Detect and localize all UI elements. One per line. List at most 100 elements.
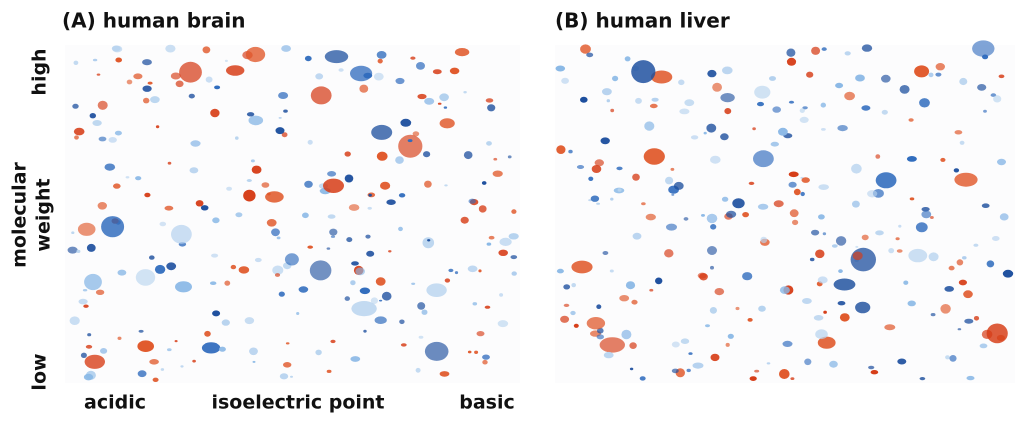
protein-spot [278, 291, 285, 297]
protein-spot [344, 174, 354, 183]
protein-spot [649, 103, 658, 109]
panel-title: (B) human liver [555, 9, 730, 33]
protein-spot [379, 299, 383, 302]
protein-spot [359, 287, 371, 295]
protein-spot [338, 68, 344, 72]
protein-spot [851, 163, 862, 174]
protein-spot [80, 352, 87, 358]
protein-spot [245, 46, 266, 63]
protein-spot [200, 205, 209, 211]
protein-spot [407, 139, 413, 143]
protein-spot [426, 283, 447, 298]
protein-spot [377, 58, 383, 64]
protein-spot [954, 130, 963, 135]
protein-spot [125, 176, 130, 179]
protein-spot [73, 127, 85, 136]
protein-spot [732, 198, 745, 209]
protein-spot [365, 234, 371, 239]
protein-spot [788, 181, 797, 188]
protein-spot [1002, 269, 1014, 278]
protein-spot [573, 323, 579, 328]
protein-spot [909, 197, 915, 201]
protein-spot [930, 313, 936, 317]
protein-spot [174, 340, 178, 343]
protein-spot [179, 61, 202, 83]
protein-spot [629, 367, 634, 371]
protein-spot [463, 151, 473, 160]
protein-spot [142, 85, 152, 92]
protein-spot [348, 204, 360, 211]
protein-spot [888, 248, 895, 254]
protein-spot [76, 249, 81, 253]
protein-spot [609, 269, 614, 273]
protein-spot [175, 80, 184, 88]
protein-spot [85, 370, 96, 380]
protein-spot [580, 96, 588, 103]
protein-spot [906, 156, 917, 162]
protein-spot [769, 76, 776, 81]
protein-spot [202, 46, 211, 54]
protein-spot [621, 329, 632, 340]
protein-spot [818, 214, 825, 220]
protein-spot [89, 113, 97, 119]
protein-spot [962, 256, 967, 260]
protein-spot [643, 148, 665, 165]
protein-spot [986, 323, 1008, 344]
protein-spot [493, 157, 498, 161]
protein-spot [778, 127, 788, 136]
protein-spot [350, 65, 373, 82]
protein-spot [274, 273, 281, 277]
protein-spot [344, 151, 351, 157]
protein-spot [707, 246, 717, 255]
protein-spot [815, 329, 828, 340]
protein-spot [449, 67, 460, 75]
protein-spot [424, 97, 435, 105]
protein-spot [92, 120, 102, 126]
protein-spot [852, 200, 860, 208]
protein-spot [973, 243, 979, 247]
protein-spot [561, 77, 569, 84]
protein-spot [149, 359, 159, 365]
protein-spot [875, 154, 881, 159]
protein-spot [588, 176, 594, 181]
protein-spot [278, 92, 289, 99]
protein-spot [218, 346, 226, 352]
protein-spot [999, 213, 1009, 221]
protein-spot [641, 202, 646, 206]
protein-spot [833, 278, 856, 291]
protein-spot [602, 251, 609, 255]
protein-spot [246, 112, 255, 117]
protein-spot [629, 342, 637, 349]
y-axis-low: low [29, 353, 51, 390]
protein-spot [770, 141, 779, 147]
protein-spot [983, 109, 987, 113]
protein-spot [271, 228, 280, 237]
protein-spot [590, 195, 600, 202]
protein-spot [972, 40, 995, 57]
protein-spot [666, 223, 677, 231]
protein-spot [709, 307, 718, 314]
protein-spot [159, 221, 167, 227]
protein-spot [966, 375, 975, 381]
protein-spot [350, 280, 356, 286]
protein-spot [117, 336, 122, 340]
protein-spot [790, 377, 795, 380]
protein-spot [855, 301, 871, 314]
protein-spot [400, 343, 407, 347]
protein-spot [482, 354, 490, 360]
protein-spot [563, 284, 571, 290]
protein-spot [837, 301, 846, 306]
protein-spot [766, 362, 771, 365]
protein-spot [427, 239, 431, 242]
protein-spot [307, 245, 314, 249]
protein-spot [793, 188, 801, 196]
protein-spot [678, 79, 685, 86]
protein-spot [821, 127, 826, 131]
protein-spot [868, 365, 875, 370]
protein-spot [497, 320, 509, 328]
protein-spot [69, 316, 80, 326]
protein-spot [861, 234, 869, 241]
protein-spot [993, 95, 1002, 103]
protein-spot [344, 296, 350, 301]
protein-spot [799, 116, 809, 123]
